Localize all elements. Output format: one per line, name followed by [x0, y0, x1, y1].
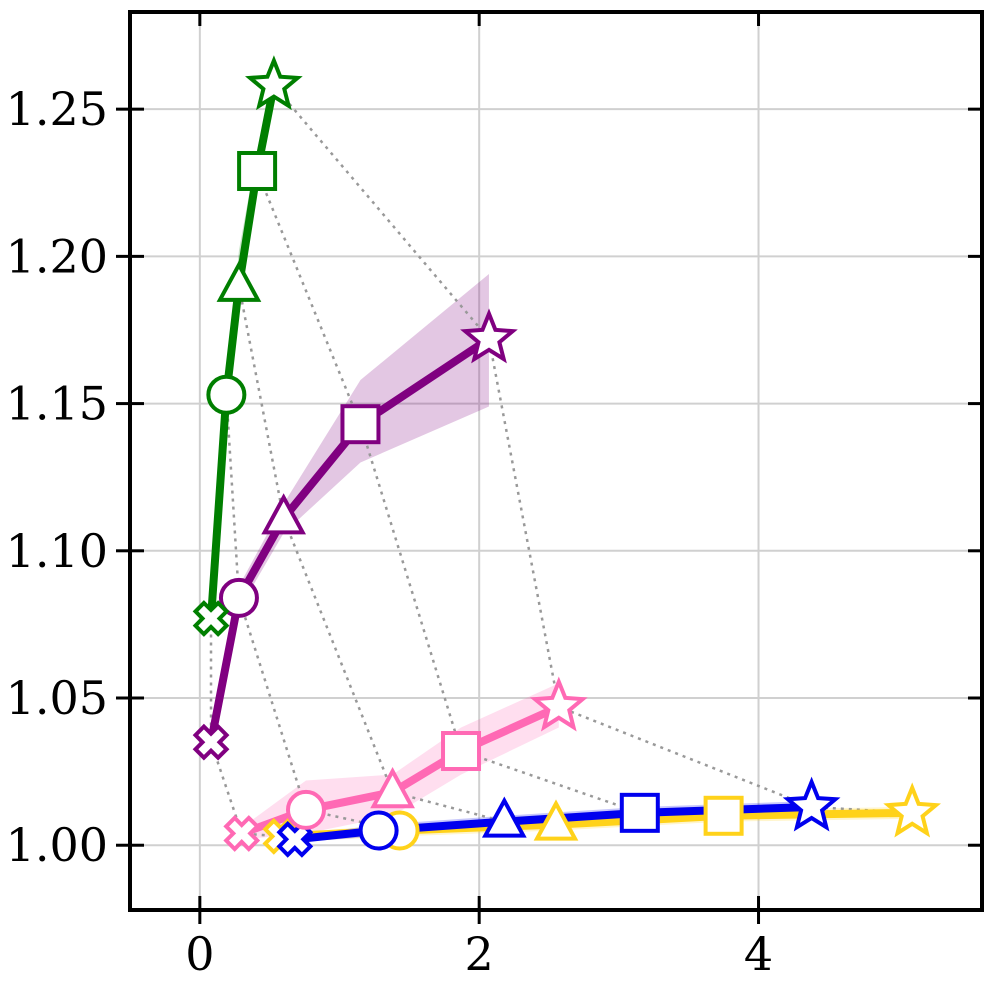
square-marker — [619, 792, 660, 833]
y-tick-label: 1.25 — [6, 82, 108, 136]
x-marker — [192, 600, 230, 637]
square-marker — [703, 795, 744, 836]
x-tick-label: 2 — [465, 927, 494, 981]
triangle-marker — [216, 260, 262, 302]
y-tick-label: 1.10 — [6, 524, 108, 578]
x-marker — [223, 815, 261, 852]
y-tick-label: 1.00 — [6, 818, 108, 872]
circle-marker — [206, 374, 247, 415]
circle-marker — [358, 810, 399, 851]
x-tick-label: 0 — [185, 927, 214, 981]
circle-marker — [218, 577, 259, 618]
plot-frame — [128, 10, 984, 912]
star-marker — [245, 55, 303, 111]
axis-ticks: 0 2 4 1.00 1.05 1.10 1.15 1.20 1.25 — [6, 12, 982, 981]
y-tick-label: 1.15 — [6, 377, 108, 431]
x-marker — [192, 723, 230, 761]
square-marker — [441, 731, 482, 772]
triangle-marker — [261, 493, 307, 535]
connector-line — [209, 618, 296, 841]
x-marker — [276, 820, 314, 858]
series-markers — [192, 55, 941, 858]
square-marker — [340, 404, 381, 445]
circle-marker — [285, 789, 326, 830]
star-marker — [883, 782, 941, 838]
y-tick-label: 1.20 — [6, 229, 108, 283]
star-marker — [460, 308, 518, 364]
star-marker — [782, 776, 841, 832]
x-tick-label: 4 — [744, 927, 773, 981]
triangle-marker — [370, 767, 415, 809]
confidence-bands — [211, 73, 913, 843]
star-marker — [529, 676, 588, 732]
y-tick-label: 1.05 — [6, 671, 108, 725]
confidence-band — [211, 274, 489, 752]
triangle-marker — [533, 799, 579, 841]
square-marker — [237, 150, 278, 191]
triangle-marker — [481, 796, 527, 838]
